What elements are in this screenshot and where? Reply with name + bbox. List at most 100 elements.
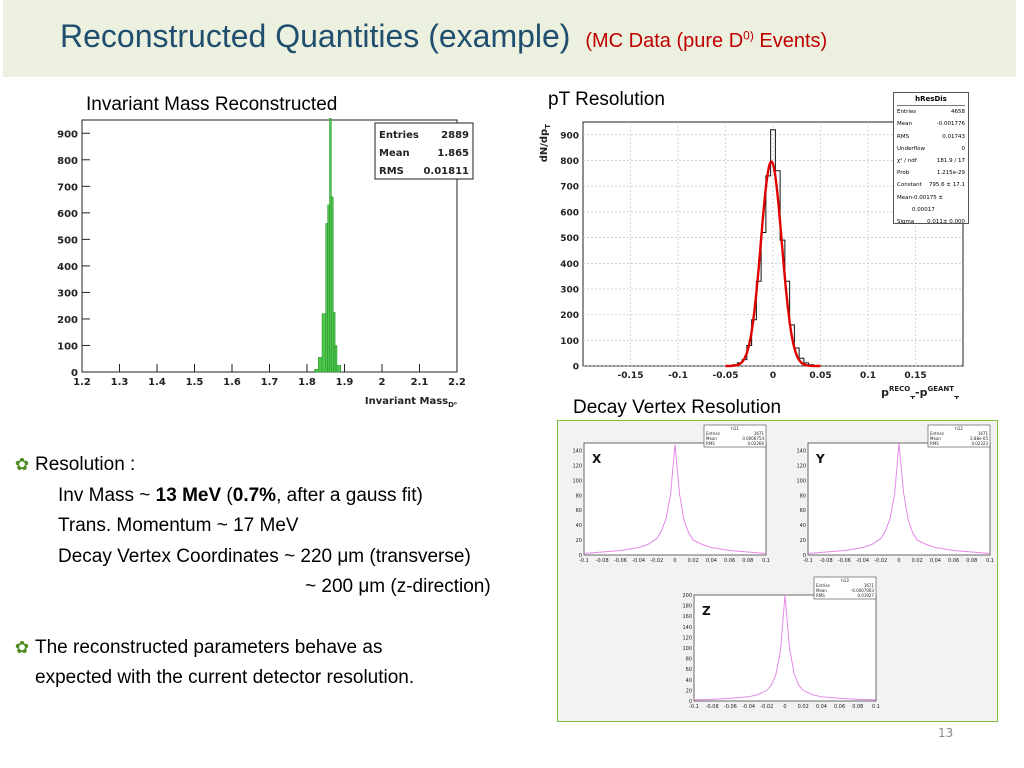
invariant-mass-caption: Invariant Mass Reconstructed <box>86 94 338 115</box>
y-tick-label: 100 <box>57 341 78 352</box>
x-tick-label: 0.1 <box>860 371 876 381</box>
pt-stats-title: hResDis <box>897 93 965 107</box>
x-tick-label: -0.08 <box>706 704 719 710</box>
pt-stats-row: Prob 1.215e-29 <box>897 167 965 179</box>
stats-label: Mean <box>897 194 912 201</box>
stats-label: χ² / ndf <box>897 158 917 165</box>
stats-value: 0.02323 <box>971 441 988 446</box>
stats-label: Entries <box>706 431 720 436</box>
stats-label: RMS <box>897 133 910 140</box>
x-axis-label-part: RECO <box>889 385 910 393</box>
gauss-fit-curve <box>725 160 821 368</box>
inv-mass-suffix: , after a gauss fit) <box>276 484 423 506</box>
histogram-bar <box>327 204 330 373</box>
stats-value: 1671 <box>754 431 765 436</box>
pt-stats-box: hResDis Entries 4658 Mean -0.001776 RMS 0.017… <box>893 92 969 225</box>
panel-label: Y <box>815 452 825 466</box>
subtitle-superscript: 0) <box>743 28 754 43</box>
y-tick-label: 80 <box>800 493 806 499</box>
x-axis-label-part: GEANT <box>927 385 954 393</box>
y-tick-label: 180 <box>682 604 692 610</box>
x-tick-label: -0.15 <box>618 371 644 381</box>
stats-value: 0 <box>961 145 966 152</box>
subtitle-suffix: Events) <box>753 30 828 52</box>
y-tick-label: 60 <box>576 508 582 514</box>
y-tick-label: 140 <box>796 448 806 454</box>
stats-value: 181.9 / 17 <box>936 158 965 165</box>
stats-label: Constant <box>897 182 922 189</box>
conclusion-line-2: expected with the current detector resol… <box>35 667 415 688</box>
stats-label: Entries <box>897 109 917 116</box>
spacer <box>9 603 554 633</box>
vertex-histogram-line <box>693 594 877 701</box>
y-tick-label: 80 <box>686 657 692 663</box>
x-axis-label: pRECOT-pGEANTT <box>881 385 959 399</box>
panel-label: Z <box>702 604 711 618</box>
x-tick-label: 0.06 <box>948 558 959 564</box>
stats-value: 0.01743 <box>942 133 965 140</box>
trans-momentum-line: Trans. Momentum ~ 17 MeV <box>58 515 299 536</box>
invariant-mass-chart: 0 100 200 300 400 500 600 700 800 900 1.2 1.3 1.4 1.5… <box>57 118 474 409</box>
y-tick-label: 300 <box>560 285 579 295</box>
x-tick-label: 0.1 <box>986 558 994 564</box>
stats-label: Sigma <box>897 219 915 226</box>
y-tick-label: 40 <box>800 523 806 529</box>
y-tick-label: 500 <box>57 235 78 246</box>
inv-mass-prefix: Inv Mass ~ <box>58 484 156 506</box>
x-tick-label: -0.02 <box>650 558 663 564</box>
y-tick-label: 0 <box>71 368 78 379</box>
y-tick-label: 120 <box>796 463 806 469</box>
stats-label: Entries <box>816 583 830 588</box>
stats-value: 0.011± 0.000 <box>927 219 965 226</box>
y-tick-label: 0 <box>689 699 692 705</box>
x-tick-label: -0.05 <box>713 371 739 381</box>
stats-value: 0.01927 <box>857 593 874 598</box>
x-tick-label: 0.04 <box>706 558 717 564</box>
plot-frame <box>807 442 991 556</box>
vertex-y-chart: 0 20 40 60 80 100 120 140 -0.1 -0.08 -0.06 -0.04 -0.… <box>796 424 994 564</box>
y-tick-label: 140 <box>572 448 582 454</box>
stats-label: Mean <box>816 588 827 593</box>
vertex-x-chart: 0 20 40 60 80 100 120 140 -0.1 -0.08 -0.06 -0.04 -0.… <box>572 424 770 564</box>
y-tick-label: 900 <box>560 131 579 141</box>
y-tick-label: 20 <box>576 538 582 544</box>
x-tick-label: 0.15 <box>904 371 926 381</box>
stats-value: 1671 <box>864 583 875 588</box>
x-tick-label: 1.2 <box>73 377 91 388</box>
slide-title: Reconstructed Quantities (example) (MC D… <box>60 18 827 55</box>
pt-stats-rows: Entries 4658 Mean -0.001776 RMS 0.01743 Underf… <box>897 106 965 228</box>
stats-box <box>927 424 991 448</box>
resolution-label: Resolution : <box>35 454 136 475</box>
x-axis-label-part: T <box>954 395 959 399</box>
pt-stats-row: Entries 4658 <box>897 106 965 118</box>
y-tick-label: 80 <box>576 493 582 499</box>
pt-stats-row: Mean -0.001776 <box>897 118 965 130</box>
y-tick-label: 20 <box>686 688 692 694</box>
stats-label: Prob <box>897 170 910 177</box>
stats-title: h12 <box>955 426 963 431</box>
x-tick-label: -0.06 <box>724 704 737 710</box>
x-tick-label: -0.06 <box>614 558 627 564</box>
plot-frame <box>583 442 767 556</box>
x-tick-label: 0.08 <box>966 558 977 564</box>
bullet-resolution: ✿ Resolution : <box>9 450 554 481</box>
stats-title: h11 <box>731 426 739 431</box>
vertex-histogram-line <box>583 444 767 554</box>
y-tick-label: 700 <box>57 182 78 193</box>
stats-value: 795.6 ± 17.1 <box>928 182 965 189</box>
x-tick-label: 0.04 <box>930 558 941 564</box>
histogram-bar <box>331 196 334 373</box>
x-tick-label: 0 <box>770 371 776 381</box>
y-tick-label: 0 <box>579 553 582 559</box>
stats-value: 0.0006754 <box>742 436 764 441</box>
x-tick-label: 1.7 <box>261 377 279 388</box>
x-tick-label: -0.1 <box>803 558 813 564</box>
x-tick-label: -0.1 <box>668 371 688 381</box>
inv-mass-value: 13 MeV <box>155 484 222 506</box>
histogram-bar <box>336 365 341 373</box>
vertex-histogram-line <box>807 442 991 554</box>
flower-bullet-icon: ✿ <box>14 455 30 474</box>
y-tick-label: 900 <box>57 129 78 140</box>
histogram-bar <box>314 369 319 373</box>
stats-value: -0.0007003 <box>851 588 875 593</box>
